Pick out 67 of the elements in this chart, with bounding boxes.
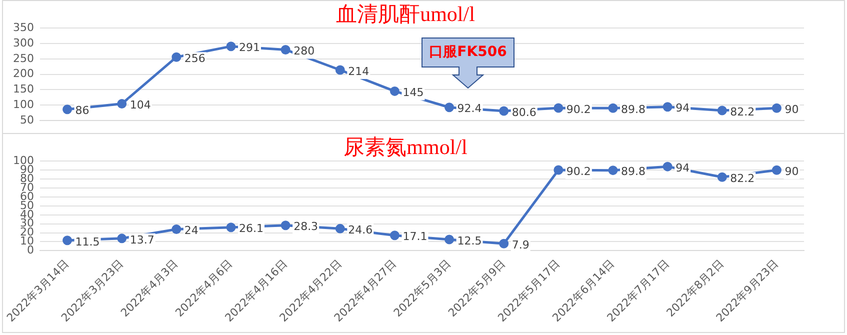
point xyxy=(390,86,400,96)
point xyxy=(390,230,400,240)
data-label: 12.5 xyxy=(457,234,482,248)
y-tick-label: 0 xyxy=(26,244,34,257)
data-label: 28.3 xyxy=(294,220,318,234)
y-tick-label: 350 xyxy=(12,21,34,34)
point xyxy=(608,166,618,176)
data-label: 7.9 xyxy=(512,238,530,252)
point xyxy=(117,234,127,244)
point xyxy=(499,106,509,116)
data-label: 90.2 xyxy=(566,164,591,178)
point xyxy=(662,162,672,172)
point xyxy=(717,172,727,182)
data-label: 26.1 xyxy=(238,222,264,236)
y-tick-label: 100 xyxy=(12,98,34,111)
chart-title: 尿素氮mmol/l xyxy=(344,135,468,160)
data-label: 89.8 xyxy=(621,103,646,116)
data-label: 90.2 xyxy=(566,102,591,116)
point xyxy=(772,103,782,113)
data-label: 82.2 xyxy=(730,172,755,185)
data-label: 92.4 xyxy=(457,102,482,116)
point xyxy=(280,220,290,230)
point xyxy=(772,165,782,175)
data-label: 256 xyxy=(184,52,206,65)
y-tick-label: 250 xyxy=(12,52,34,65)
point xyxy=(499,238,509,248)
data-label: 94 xyxy=(676,102,690,115)
y-tick-label: 150 xyxy=(12,82,34,96)
data-label: 90 xyxy=(784,102,799,116)
data-label: 291 xyxy=(238,41,260,54)
data-label: 24.6 xyxy=(348,224,373,237)
point xyxy=(444,102,454,112)
point xyxy=(172,52,182,62)
point xyxy=(717,106,727,116)
data-label: 90 xyxy=(784,165,799,178)
point xyxy=(554,165,564,175)
y-tick-label: 300 xyxy=(12,36,34,50)
point xyxy=(608,103,618,113)
y-tick-label: 200 xyxy=(12,67,34,80)
point xyxy=(62,104,72,114)
data-label: 11.5 xyxy=(75,235,100,248)
point xyxy=(335,224,345,234)
point xyxy=(280,44,290,54)
data-label: 104 xyxy=(130,98,151,112)
point xyxy=(444,234,454,244)
y-tick-label: 50 xyxy=(20,113,34,126)
data-label: 13.7 xyxy=(130,233,154,246)
point xyxy=(662,102,672,112)
data-label: 86 xyxy=(75,104,90,118)
point xyxy=(554,103,564,113)
data-label: 80.6 xyxy=(512,106,536,119)
point xyxy=(172,224,182,234)
data-label: 24 xyxy=(184,224,198,238)
data-label: 145 xyxy=(402,86,424,100)
chart-title: 血清肌酐umol/l xyxy=(336,2,476,26)
point xyxy=(226,42,236,52)
point xyxy=(335,65,345,75)
data-label: 89.8 xyxy=(621,165,646,178)
data-label: 94 xyxy=(676,161,690,174)
data-label: 17.1 xyxy=(402,230,428,244)
annotation: 口服FK506 xyxy=(428,43,508,62)
point xyxy=(62,236,72,246)
data-label: 82.2 xyxy=(730,105,755,118)
point xyxy=(226,222,236,232)
data-label: 280 xyxy=(294,44,315,58)
data-label: 214 xyxy=(348,64,370,78)
point xyxy=(117,99,127,109)
